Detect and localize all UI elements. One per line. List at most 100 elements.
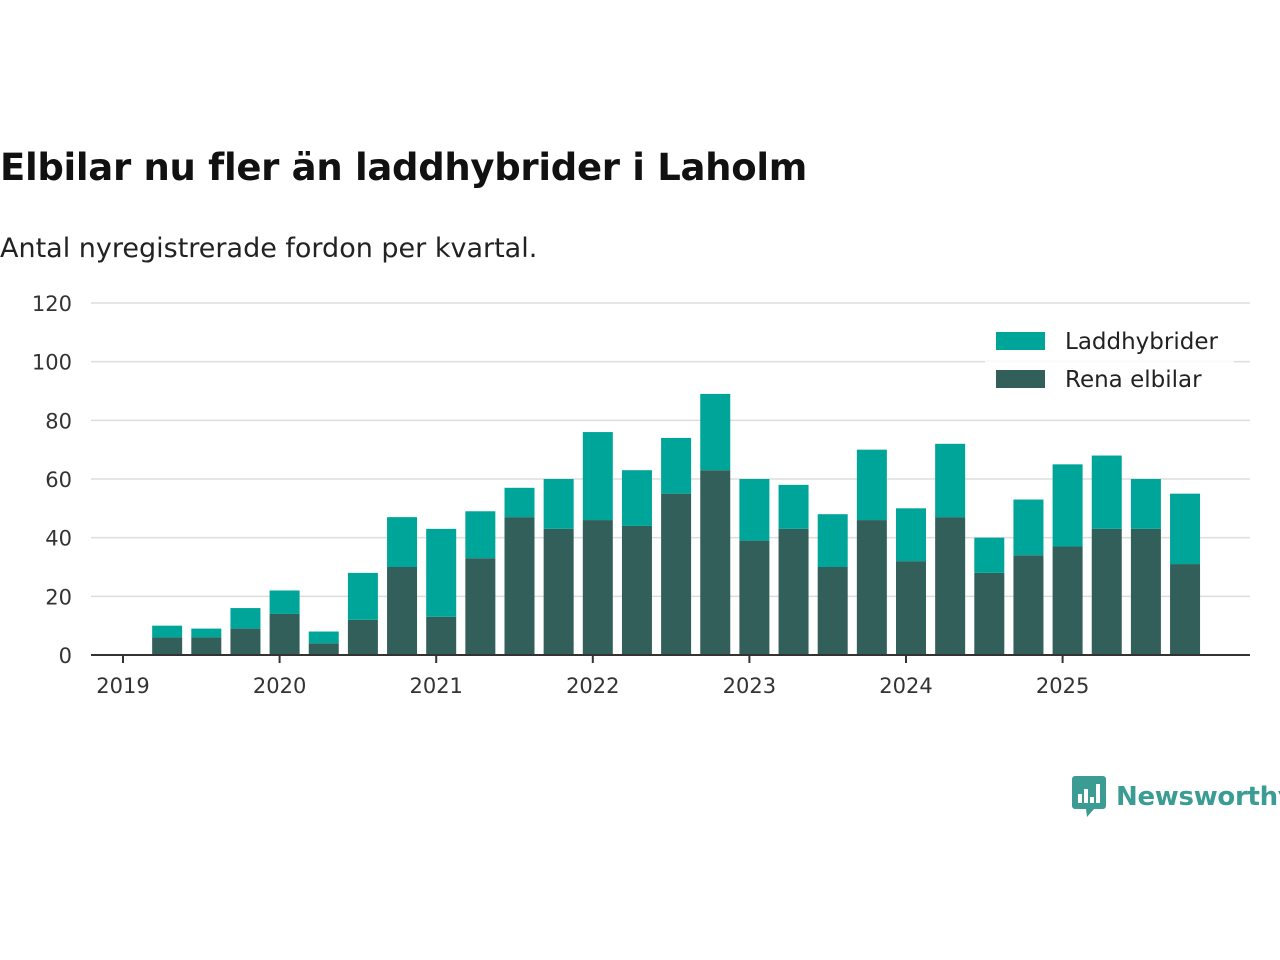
legend-label-laddhybrider: Laddhybrider: [1065, 329, 1218, 355]
bar-rena-elbilar: [543, 528, 574, 655]
bar-laddhybrider: [504, 487, 535, 518]
bar-laddhybrider: [856, 449, 887, 521]
bar-rena-elbilar: [1013, 555, 1044, 655]
bar-laddhybrider: [817, 514, 848, 567]
bar-laddhybrider: [661, 437, 692, 494]
bar-group: [621, 470, 652, 655]
bar-laddhybrider: [426, 528, 457, 617]
bar-rena-elbilar: [347, 619, 378, 655]
newsworthy-logo: Newsworthy: [1072, 776, 1280, 818]
bar-rena-elbilar: [152, 637, 183, 655]
bar-rena-elbilar: [1170, 564, 1201, 655]
legend-label-rena-elbilar: Rena elbilar: [1065, 367, 1202, 393]
bars: [152, 393, 1201, 655]
y-tick-label: 20: [45, 585, 72, 609]
bar-group: [504, 487, 535, 655]
bar-group: [347, 572, 378, 655]
bar-group: [543, 479, 574, 655]
bar-rena-elbilar: [191, 637, 222, 655]
bar-rena-elbilar: [230, 628, 261, 655]
bar-rena-elbilar: [817, 567, 848, 655]
bar-group: [269, 590, 300, 655]
bar-laddhybrider: [1130, 479, 1161, 529]
bar-group: [817, 514, 848, 655]
bar-group: [426, 528, 457, 655]
bar-group: [1170, 493, 1201, 655]
bar-rena-elbilar: [621, 525, 652, 655]
x-tick-label: 2021: [409, 674, 462, 698]
bar-laddhybrider: [347, 572, 378, 620]
bar-laddhybrider: [191, 628, 222, 638]
bar-laddhybrider: [700, 393, 731, 471]
x-axis: 2019 2020 2021 2022 2023 2024 2025: [91, 654, 1250, 698]
bar-rena-elbilar: [700, 470, 731, 655]
bar-laddhybrider: [1052, 464, 1083, 547]
bar-rena-elbilar: [1052, 546, 1083, 655]
bar-rena-elbilar: [1130, 528, 1161, 655]
bar-laddhybrider: [230, 608, 261, 629]
bar-rena-elbilar: [269, 613, 300, 655]
x-tick-label: 2025: [1036, 674, 1089, 698]
bar-group: [739, 479, 770, 655]
chart-subtitle: Antal nyregistrerade fordon per kvartal.: [0, 233, 538, 264]
bar-rena-elbilar: [465, 558, 496, 655]
stacked-bar-chart: 0 20 40 60 80 100 120 2019 2020 2021 2022 2023 2024…: [32, 292, 1250, 698]
x-tick-label: 2020: [253, 674, 306, 698]
bar-laddhybrider: [269, 590, 300, 614]
bar-group: [974, 537, 1005, 655]
bar-laddhybrider: [1013, 499, 1044, 556]
bar-laddhybrider: [778, 484, 809, 529]
bar-group: [191, 628, 222, 655]
bar-group: [778, 484, 809, 655]
bar-group: [935, 443, 966, 655]
bar-laddhybrider: [935, 443, 966, 518]
y-tick-label: 60: [45, 468, 72, 492]
bar-laddhybrider: [387, 517, 418, 567]
bar-rena-elbilar: [504, 517, 535, 655]
bar-rena-elbilar: [974, 572, 1005, 655]
bar-group: [896, 508, 926, 655]
bar-rena-elbilar: [739, 540, 770, 655]
bar-laddhybrider: [465, 511, 496, 559]
x-tick-label: 2024: [879, 674, 932, 698]
bar-group: [700, 393, 731, 655]
bar-rena-elbilar: [1091, 528, 1122, 655]
bar-rena-elbilar: [856, 520, 887, 655]
bar-laddhybrider: [308, 631, 339, 644]
bar-group: [661, 437, 692, 655]
bar-rena-elbilar: [582, 520, 613, 655]
x-tick-label: 2023: [723, 674, 776, 698]
bar-rena-elbilar: [387, 567, 418, 655]
bar-group: [1091, 455, 1122, 655]
bar-laddhybrider: [896, 508, 926, 562]
newsworthy-logo-icon: [1072, 776, 1106, 817]
chart-title: Elbilar nu fler än laddhybrider i Laholm: [0, 146, 807, 189]
bar-group: [308, 631, 339, 655]
bar-rena-elbilar: [661, 493, 692, 655]
bar-laddhybrider: [739, 479, 770, 541]
bar-laddhybrider: [1170, 493, 1201, 565]
bar-laddhybrider: [621, 470, 652, 526]
y-tick-label: 0: [59, 644, 72, 668]
bar-laddhybrider: [582, 432, 613, 521]
bar-group: [1052, 464, 1083, 655]
legend: Laddhybrider Rena elbilar: [985, 323, 1234, 397]
bar-laddhybrider: [1091, 455, 1122, 529]
bar-group: [465, 511, 496, 655]
bar-laddhybrider: [543, 479, 574, 529]
bar-group: [856, 449, 887, 655]
x-tick-label: 2022: [566, 674, 619, 698]
bar-group: [582, 432, 613, 655]
bar-rena-elbilar: [426, 616, 457, 655]
bar-group: [1013, 499, 1044, 655]
brand-name: Newsworthy: [1116, 782, 1280, 812]
bar-laddhybrider: [152, 625, 183, 638]
bar-group: [230, 608, 261, 655]
y-axis-ticks: 0 20 40 60 80 100 120: [32, 292, 72, 668]
bar-rena-elbilar: [778, 528, 809, 655]
x-tick-label: 2019: [96, 674, 149, 698]
bar-laddhybrider: [974, 537, 1005, 573]
bar-rena-elbilar: [308, 643, 339, 655]
y-tick-label: 100: [32, 351, 72, 375]
bar-group: [387, 517, 418, 655]
